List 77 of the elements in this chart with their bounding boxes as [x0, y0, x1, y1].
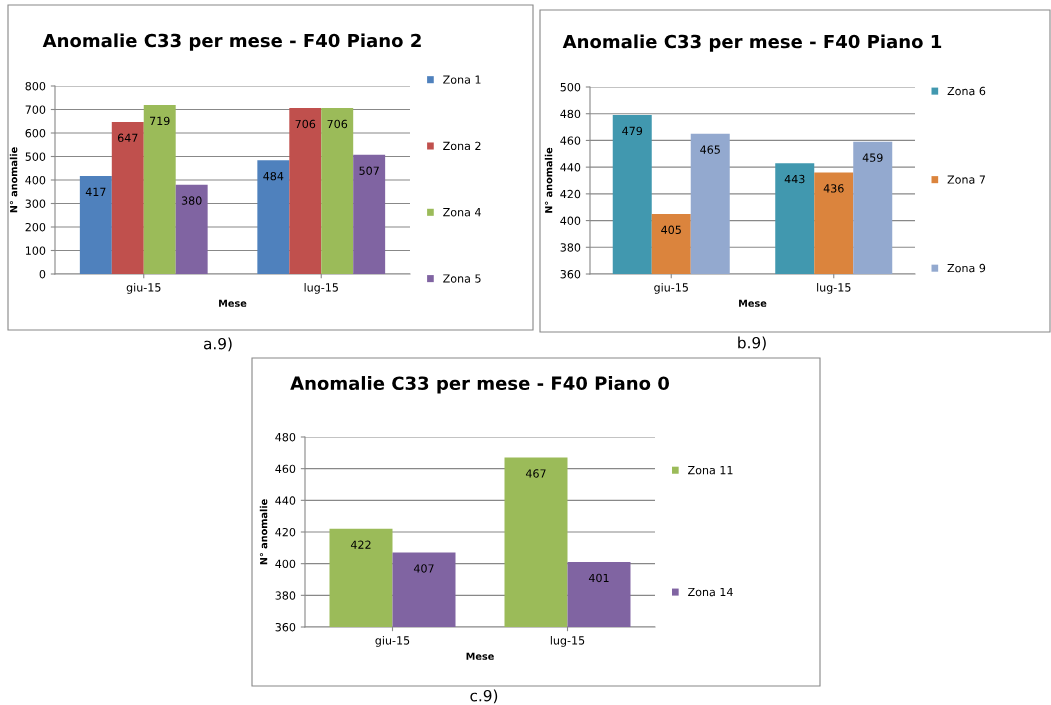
y-tick-label: 400	[275, 559, 296, 569]
y-tick-label: 700	[25, 105, 46, 114]
legend-label: Zona 5	[443, 274, 481, 283]
text: b.9)	[738, 336, 766, 351]
data-label: 465	[700, 145, 720, 154]
bar	[321, 108, 354, 274]
legend-label: Zona 6	[947, 86, 986, 96]
y-tick-label: 380	[560, 243, 581, 252]
text: a.9)	[203, 337, 232, 352]
legend-label: Zona 7	[947, 175, 985, 184]
y-axis-title: N° anomalie	[544, 147, 553, 213]
y-tick-label: 420	[275, 527, 296, 537]
data-label: 380	[181, 196, 202, 205]
bar	[353, 154, 386, 274]
x-tick-label: lug-15	[304, 283, 338, 294]
y-tick-label: 0	[39, 269, 46, 279]
y-axis-title: N° anomalie	[9, 147, 18, 213]
y-tick-label: 800	[25, 81, 46, 91]
x-axis-title: Mese	[219, 299, 247, 307]
chart-title: Anomalie C33 per mese - F40 Piano 2	[42, 33, 421, 51]
x-tick-label: giu-15	[126, 283, 161, 294]
chart-title: Anomalie C33 per mese - F40 Piano 0	[290, 376, 669, 394]
data-label: 484	[263, 171, 284, 181]
y-tick-label: 100	[25, 246, 46, 255]
text: c.9)	[470, 689, 498, 704]
y-tick-label: 420	[560, 189, 581, 199]
legend-label: Zona 1	[443, 75, 481, 84]
data-label: 719	[150, 116, 170, 126]
y-tick-label: 460	[275, 464, 296, 474]
data-label: 417	[85, 187, 106, 196]
x-axis-title: Mese	[739, 299, 767, 307]
y-tick-label: 600	[25, 128, 46, 138]
y-tick-label: 480	[275, 432, 296, 442]
data-label: 443	[784, 174, 805, 184]
y-tick-label: 400	[25, 175, 46, 185]
bar	[111, 121, 144, 274]
y-tick-label: 500	[560, 82, 581, 92]
x-tick-label: lug-15	[550, 636, 585, 647]
legend-label: Zona 2	[443, 141, 481, 151]
bar	[175, 184, 208, 274]
x-tick-label: giu-15	[654, 283, 688, 294]
y-tick-label: 440	[275, 496, 296, 505]
data-label: 405	[661, 225, 681, 234]
data-label: 479	[622, 126, 643, 136]
x-axis-title: Mese	[466, 652, 494, 660]
data-label: 401	[588, 573, 609, 583]
legend-label: Zona 14	[688, 587, 733, 597]
y-tick-label: 360	[560, 269, 581, 279]
data-label: 706	[327, 119, 348, 129]
data-label: 507	[359, 166, 379, 175]
legend-label: Zona 11	[688, 466, 733, 475]
y-tick-label: 500	[25, 152, 46, 161]
legend-label: Zona 9	[947, 263, 986, 273]
y-tick-label: 380	[275, 591, 296, 600]
y-tick-label: 400	[560, 216, 581, 225]
data-label: 436	[823, 184, 844, 193]
x-tick-label: giu-15	[375, 636, 410, 647]
bar	[257, 160, 290, 274]
legend-label: Zona 4	[443, 208, 481, 217]
data-label: 647	[117, 133, 138, 143]
y-tick-label: 200	[25, 222, 46, 232]
y-tick-label: 460	[560, 136, 581, 145]
data-label: 467	[525, 469, 546, 478]
x-tick-label: lug-15	[817, 283, 851, 294]
y-axis-title: N° anomalie	[259, 499, 268, 565]
y-tick-label: 360	[275, 622, 296, 632]
y-tick-label: 300	[25, 199, 46, 208]
y-tick-label: 480	[560, 109, 581, 119]
data-label: 706	[295, 119, 316, 129]
bar	[143, 105, 176, 274]
data-label: 459	[862, 153, 883, 162]
bar	[289, 108, 322, 274]
chart-title: Anomalie C33 per mese - F40 Piano 1	[562, 34, 942, 52]
data-label: 407	[413, 564, 434, 573]
bar	[79, 176, 112, 274]
data-label: 422	[350, 540, 371, 549]
y-tick-label: 440	[560, 163, 581, 172]
